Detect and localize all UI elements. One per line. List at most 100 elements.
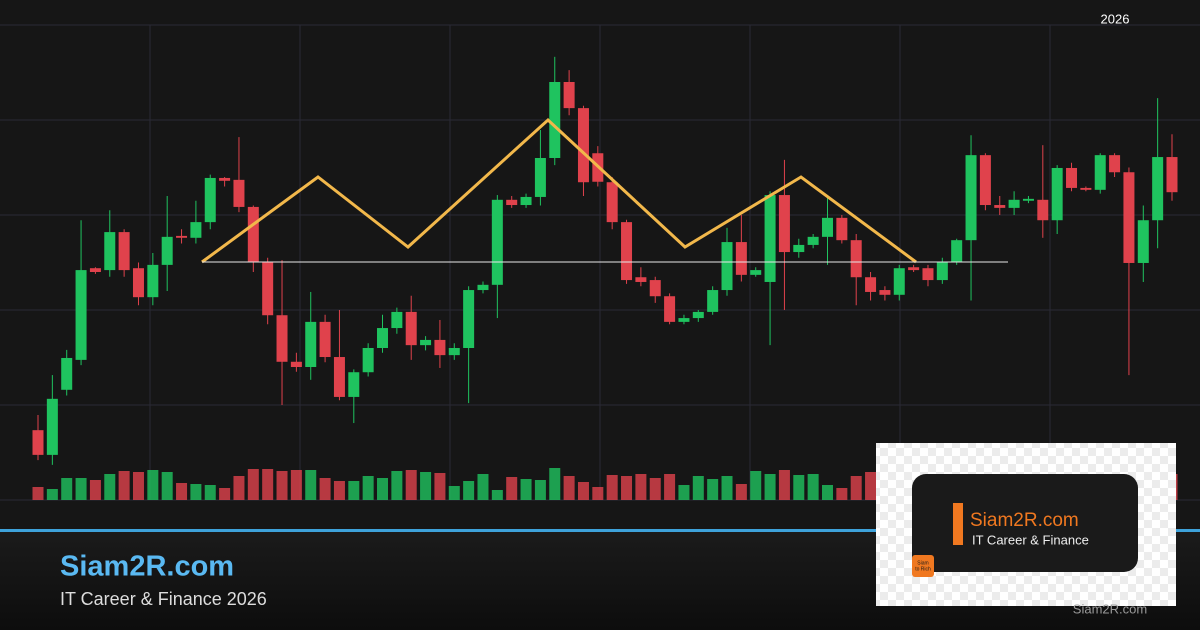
logo-icon — [912, 555, 934, 577]
candle-body — [635, 277, 647, 282]
volume-bar — [506, 477, 518, 500]
candle-body — [506, 199, 518, 206]
brand-subtitle: IT Career & Finance 2026 — [60, 589, 267, 609]
volume-bar — [606, 475, 618, 500]
candle-body — [1008, 199, 1020, 208]
volume-bar — [75, 478, 87, 500]
candle-body — [491, 199, 503, 285]
candle-body — [764, 195, 776, 282]
candle-body — [190, 222, 202, 238]
volume-bar — [118, 471, 130, 500]
candle-body — [161, 236, 173, 265]
volume-bar — [362, 476, 374, 500]
volume-bar — [46, 489, 58, 500]
volume-bar — [778, 470, 790, 500]
candle-body — [1137, 220, 1149, 263]
volume-bar — [61, 478, 73, 500]
volume-bar — [262, 469, 274, 500]
candle-body — [678, 318, 690, 322]
candle-body — [721, 242, 733, 291]
candle-body — [534, 158, 546, 197]
logo-subtitle: IT Career & Finance — [972, 532, 1089, 547]
candle-body — [865, 277, 877, 292]
divider — [0, 529, 1200, 532]
candle-body — [176, 235, 188, 238]
candle-body — [247, 206, 259, 263]
candle-body — [965, 155, 977, 241]
volume-bar — [735, 484, 747, 500]
candle-body — [333, 357, 345, 397]
candle-body — [1037, 199, 1049, 221]
candle-body — [750, 270, 762, 275]
candle-body — [32, 430, 44, 455]
candle-body — [219, 177, 231, 181]
logo-icon-text: Siam — [917, 560, 928, 566]
candle-body — [908, 267, 920, 271]
volume-bar — [836, 488, 848, 500]
candle-body — [778, 195, 790, 253]
candle-body — [1109, 155, 1121, 173]
volume-bar — [635, 474, 647, 500]
volume-bar — [348, 481, 360, 500]
candle-body — [563, 82, 575, 109]
candle-body — [477, 284, 489, 291]
volume-bar — [707, 479, 719, 500]
candle-body — [1152, 157, 1164, 221]
year: 2026 — [1101, 11, 1130, 26]
logo-title: Siam2R.com — [970, 510, 1079, 531]
volume-bar — [319, 478, 331, 500]
volume-bar — [865, 472, 877, 500]
candle-body — [89, 268, 101, 272]
volume-bar — [807, 474, 819, 500]
volume-bar — [104, 474, 116, 500]
candle-body — [463, 290, 475, 348]
volume-bar — [649, 478, 661, 500]
candle-body — [1051, 167, 1063, 221]
candle-body — [549, 82, 561, 158]
volume-bar — [305, 470, 317, 500]
candle-body — [420, 339, 432, 346]
candle-body — [290, 361, 302, 367]
candle-body — [692, 311, 704, 319]
candle-body — [649, 280, 661, 297]
volume-bar — [204, 485, 216, 500]
candle-body — [606, 182, 618, 223]
volume-bar — [491, 490, 503, 500]
candle-body — [707, 290, 719, 312]
candle-body — [994, 205, 1006, 208]
candle-body — [577, 108, 589, 183]
volume-bar — [821, 485, 833, 500]
candle-body — [735, 242, 747, 275]
candle-body — [75, 270, 87, 360]
volume-bar — [520, 479, 532, 500]
candle-body — [362, 348, 374, 373]
candle-body — [104, 232, 116, 271]
volume-bar — [764, 474, 776, 500]
candle-body — [793, 244, 805, 253]
volume-bar — [190, 484, 202, 500]
volume-bar — [290, 470, 302, 500]
candle-body — [61, 357, 73, 390]
candle-body — [821, 217, 833, 237]
candle-body — [132, 268, 144, 298]
candle-body — [936, 262, 948, 281]
volume-bar — [621, 476, 633, 500]
logo-icon-text: to Rich — [915, 566, 931, 572]
volume-bar — [333, 481, 345, 500]
candle-body — [807, 236, 819, 245]
candle-body — [147, 264, 159, 298]
logo-bar — [953, 503, 963, 545]
candle-body — [1022, 198, 1034, 201]
volume-bar — [577, 482, 589, 500]
candle-body — [922, 268, 934, 281]
candle-body — [434, 339, 446, 356]
volume-bar — [32, 487, 44, 500]
candle-body — [664, 296, 676, 322]
candle-body — [1066, 167, 1078, 188]
watermark: Siam2R.com — [1073, 601, 1147, 616]
volume-bar — [534, 480, 546, 500]
candle-body — [118, 232, 130, 271]
volume-bar — [391, 471, 403, 500]
candle-body — [348, 372, 360, 397]
